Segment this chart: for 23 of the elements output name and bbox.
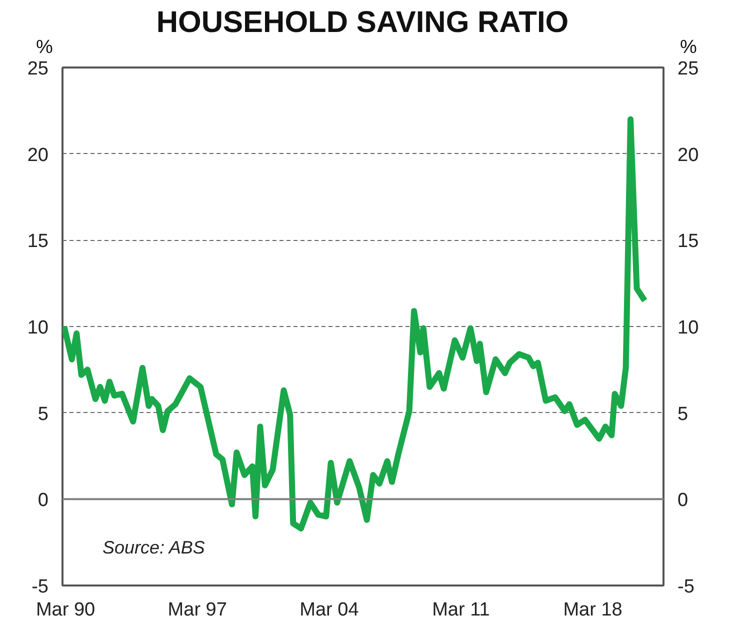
x-tick-label: Mar 04: [300, 600, 360, 620]
y2-tick-label: -5: [678, 576, 694, 598]
y2-tick-label: 20: [678, 144, 699, 166]
y-tick-label: 5: [38, 404, 49, 425]
x-tick-label: Mar 90: [36, 600, 96, 620]
y-tick-label: -5: [32, 576, 49, 598]
y-tick-label: 10: [27, 318, 49, 338]
y2-tick-label: 5: [678, 404, 688, 425]
annotation: Source: ABS: [102, 538, 205, 558]
x-tick-label: Mar 11: [432, 600, 490, 620]
y2-tick-label: 25: [678, 58, 699, 80]
chart-title: HOUSEHOLD SAVING RATIO: [156, 6, 569, 39]
y2-axis-title: %: [680, 37, 697, 58]
y-tick-label: 25: [27, 58, 49, 80]
y-tick-label: 15: [27, 231, 49, 252]
y-axis-title: %: [36, 37, 53, 58]
y2-tick-label: 15: [678, 231, 699, 252]
x-tick-label: Mar 97: [168, 600, 227, 620]
y-tick-label: 0: [38, 490, 49, 512]
y-tick-label: 20: [27, 144, 49, 166]
y2-tick-label: 0: [678, 490, 688, 512]
x-tick-label: Mar 18: [563, 600, 622, 620]
y2-tick-label: 10: [678, 318, 699, 338]
